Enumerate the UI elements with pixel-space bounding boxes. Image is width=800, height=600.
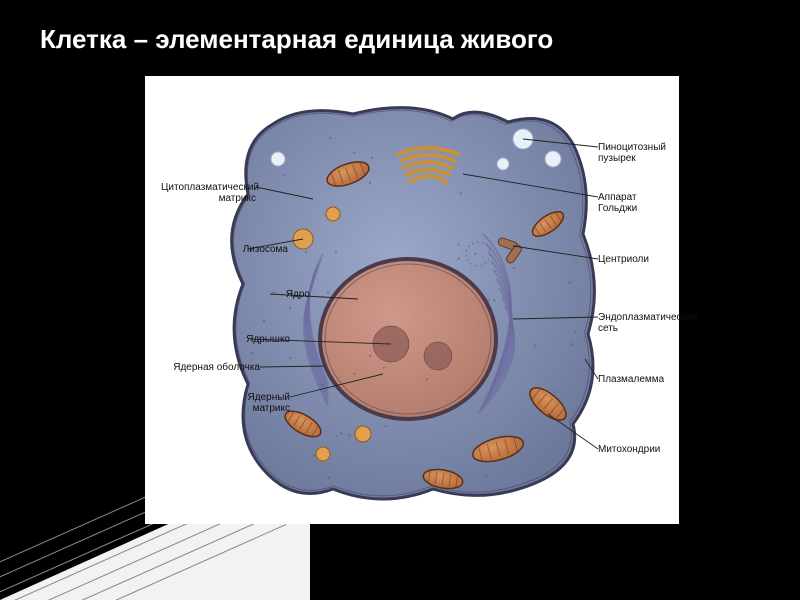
label-lysosome: Лизосома (193, 244, 288, 255)
cell-diagram-panel: Цитоплазматическийматрикс Лизосома Ядро Ядр… (145, 76, 679, 524)
label-pinocytic: Пиноцитозныйпузырек (598, 142, 666, 164)
label-mitochondria_lbl: Митохондрии (598, 444, 660, 455)
label-centrioles_lbl: Центриоли (598, 254, 649, 265)
label-er_lbl: Эндоплазматическаясеть (598, 312, 697, 334)
slide-title: Клетка – элементарная единица живого (40, 24, 553, 55)
label-nucleus_lbl: Ядро (215, 289, 310, 300)
label-golgi_lbl: АппаратГольджи (598, 192, 637, 214)
label-nuc_envelope: Ядерная оболочка (165, 362, 260, 373)
label-nucleolus_lbl: Ядрышко (195, 334, 290, 345)
label-plasmalemma: Плазмалемма (598, 374, 664, 385)
label-nuc_matrix: Ядерныйматрикс (195, 392, 290, 414)
label-cyto_matrix: Цитоплазматическийматрикс (161, 182, 256, 204)
